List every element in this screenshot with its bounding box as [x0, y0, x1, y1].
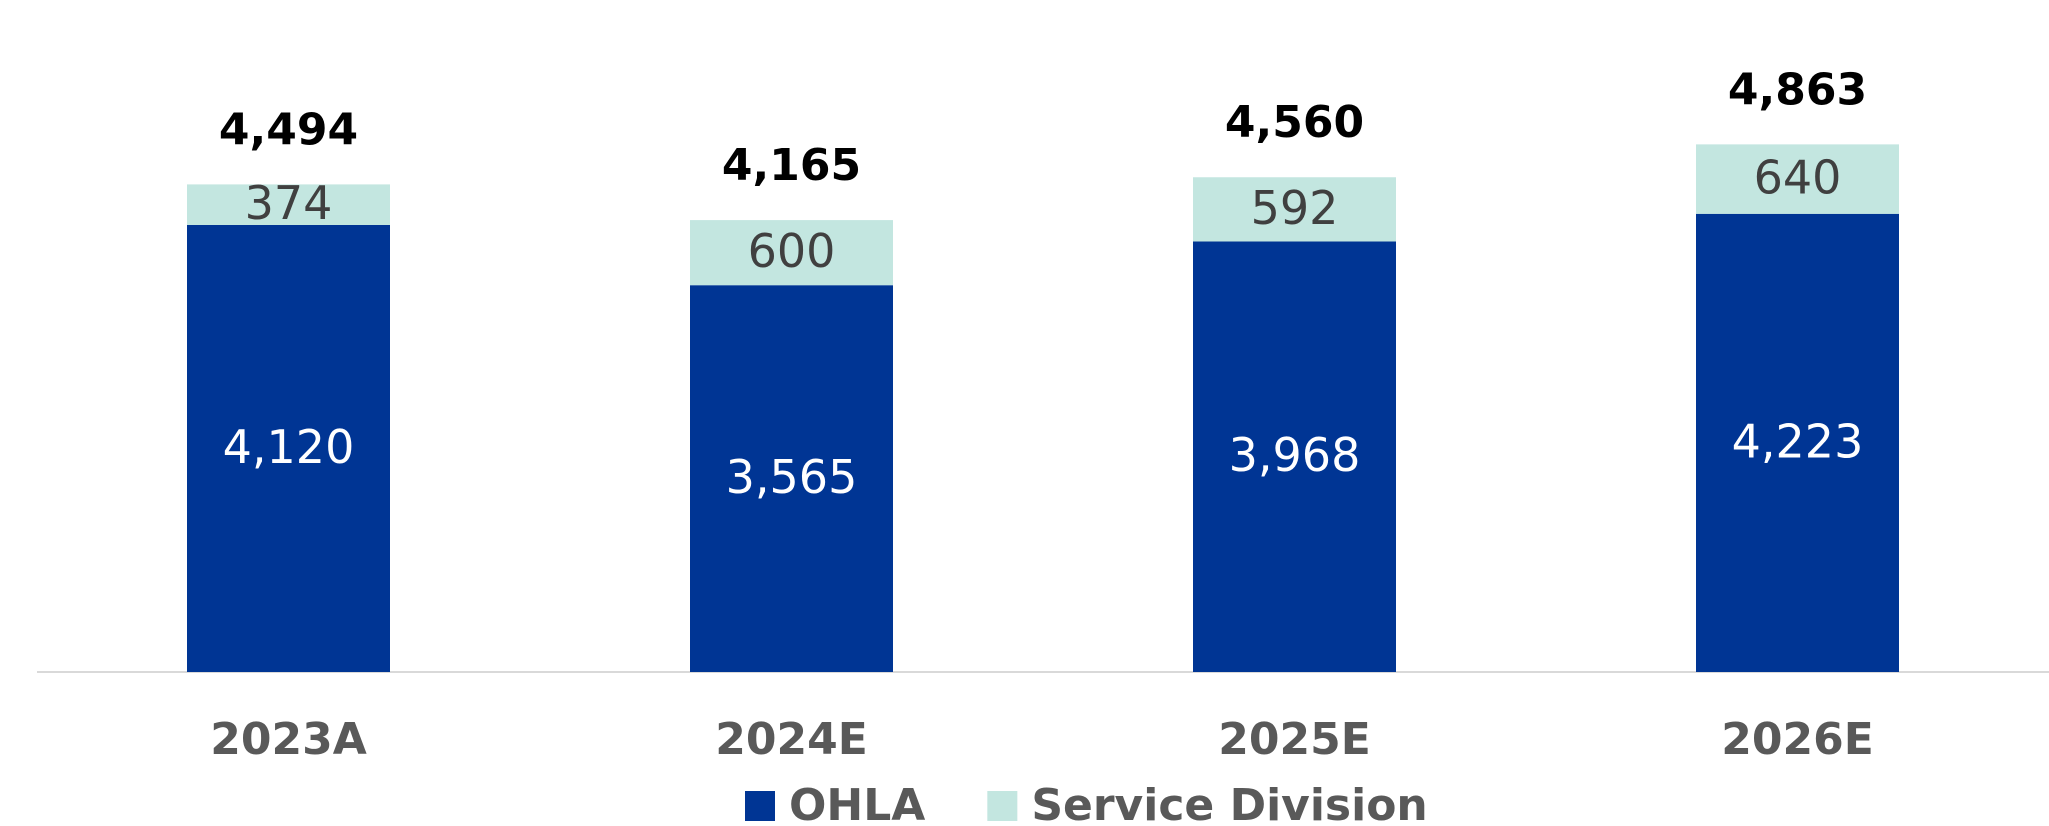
data-label: 4,223: [1732, 414, 1864, 468]
data-label: 3,968: [1229, 428, 1361, 482]
data-label: 600: [748, 224, 836, 278]
legend-label: Service Division: [1031, 780, 1427, 826]
total-label: 4,863: [1728, 64, 1867, 115]
total-label: 4,494: [219, 104, 358, 155]
data-label: 4,120: [223, 420, 355, 474]
bar-segment: [1193, 241, 1396, 673]
bar-segment: [187, 184, 390, 225]
x-tick-label: 2023A: [210, 714, 367, 765]
legend-swatch: [745, 791, 775, 821]
x-tick-label: 2026E: [1721, 714, 1874, 765]
bar-segment: [690, 285, 893, 672]
bar-segment: [187, 224, 390, 673]
data-label: 374: [245, 176, 333, 230]
bar-segment: [1696, 213, 1899, 672]
x-tick-label: 2025E: [1218, 714, 1371, 765]
x-tick-label: 2024E: [715, 714, 868, 765]
bar-segment: [1193, 177, 1396, 242]
data-label: 3,565: [726, 450, 858, 504]
bar-segment: [1696, 144, 1899, 214]
total-label: 4,165: [722, 140, 861, 191]
total-label: 4,560: [1225, 97, 1364, 148]
bar-segment: [690, 220, 893, 286]
data-label: 592: [1251, 181, 1339, 235]
data-label: 640: [1754, 151, 1842, 205]
legend-label: OHLA: [789, 780, 925, 826]
legend-swatch: [987, 791, 1018, 821]
